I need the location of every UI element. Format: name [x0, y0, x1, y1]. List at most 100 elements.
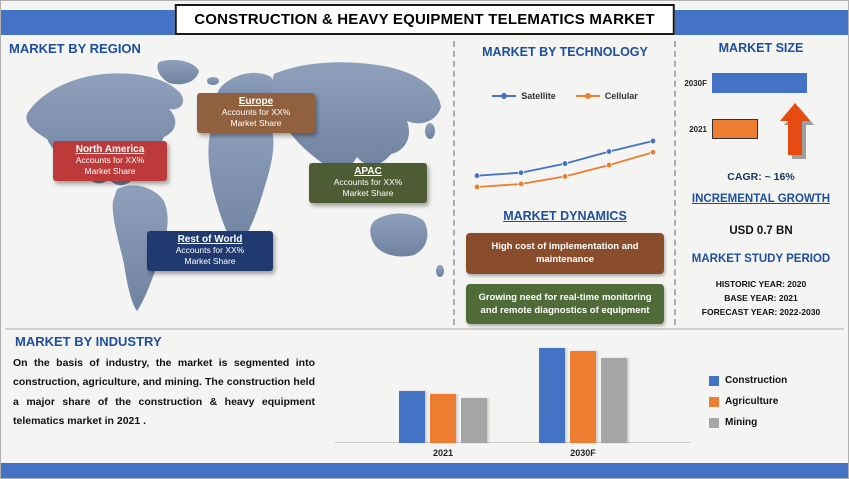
callout-text: Accounts for XX%: [175, 245, 245, 255]
vertical-divider-2: [674, 41, 676, 325]
continent-africa: [208, 116, 274, 251]
data-point: [649, 137, 657, 145]
base-year: BASE YEAR: 2021: [724, 293, 798, 303]
data-point: [561, 160, 569, 167]
continent-asia: [271, 62, 441, 172]
size-row-2021: 2021: [679, 119, 843, 139]
category-label: 2030F: [570, 448, 596, 458]
dynamics-box-cost: High cost of implementation and maintena…: [466, 233, 664, 274]
technology-legend: Satellite Cellular: [459, 91, 671, 101]
data-point: [517, 169, 525, 176]
legend-label: Construction: [725, 375, 788, 386]
page-title: CONSTRUCTION & HEAVY EQUIPMENT TELEMATIC…: [194, 11, 655, 28]
size-row-2030f: 2030F: [679, 73, 843, 93]
industry-heading: MARKET BY INDUSTRY: [15, 334, 162, 349]
study-period-lines: HISTORIC YEAR: 2020 BASE YEAR: 2021 FORE…: [679, 277, 843, 319]
dynamics-heading: MARKET DYNAMICS: [503, 209, 627, 223]
historic-year: HISTORIC YEAR: 2020: [715, 279, 807, 289]
legend-item-mining: Mining: [709, 417, 787, 428]
legend-swatch-icon: [709, 375, 719, 386]
legend-label: Cellular: [604, 91, 638, 101]
dynamics-box-monitoring: Growing need for real-time monitoring an…: [466, 283, 664, 325]
bar-mining-2030f: [601, 358, 627, 443]
bar-agriculture-2021: [430, 394, 456, 443]
callout-title: North America: [75, 144, 145, 155]
uk: [207, 77, 219, 85]
callout-europe: Europe Accounts for XX% Market Share: [197, 93, 315, 134]
satellite-line-marker-icon: [492, 93, 517, 99]
legend-label: Agriculture: [725, 396, 779, 407]
category-label: 2021: [432, 448, 454, 458]
callout-text: Accounts for XX%: [333, 177, 403, 187]
legend-item-construction: Construction: [709, 375, 787, 386]
bar-cluster: [539, 348, 627, 443]
bar-cluster: [399, 391, 487, 443]
legend-item-cellular: Cellular: [575, 91, 638, 101]
callout-text: Market Share: [84, 166, 136, 177]
callout-text: Market Share: [342, 188, 394, 199]
legend-item-satellite: Satellite: [492, 91, 556, 101]
year-label: 2021: [689, 124, 707, 134]
legend-label: Satellite: [521, 91, 556, 101]
industry-paragraph: On the basis of industry, the market is …: [13, 357, 315, 428]
line-series-cellular: [476, 151, 654, 188]
incremental-growth-value: USD 0.7 BN: [729, 225, 793, 237]
line-series-satellite: [476, 140, 654, 177]
callout-text: Market Share: [184, 256, 236, 267]
x-axis-line: [335, 442, 691, 443]
market-size-heading: MARKET SIZE: [718, 41, 804, 55]
callout-text: Accounts for XX%: [75, 155, 145, 165]
bottom-banner-strip: [1, 463, 848, 478]
data-point: [517, 180, 525, 188]
new-zealand: [436, 265, 444, 277]
callout-text: Accounts for XX%: [221, 107, 291, 117]
industry-legend: Construction Agriculture Mining: [709, 375, 787, 428]
incremental-growth-heading: INCREMENTAL GROWTH: [691, 193, 831, 205]
data-point: [605, 161, 613, 169]
cagr-label: CAGR: ~ 16%: [727, 171, 795, 183]
bar-group-2021: 2021: [399, 391, 487, 461]
page-title-box: CONSTRUCTION & HEAVY EQUIPMENT TELEMATIC…: [174, 4, 675, 35]
legend-swatch-icon: [709, 396, 719, 407]
callout-north-america: North America Accounts for XX% Market Sh…: [53, 141, 167, 182]
cellular-line-marker-icon: [575, 93, 600, 99]
callout-rest-of-world: Rest of World Accounts for XX% Market Sh…: [147, 231, 273, 272]
greenland: [157, 59, 199, 85]
data-point: [605, 148, 613, 155]
callout-text: Market Share: [230, 118, 282, 129]
section-market-size: MARKET SIZE 2030F 2021 CAGR: ~ 16% INCRE…: [679, 41, 843, 327]
data-point: [473, 183, 481, 191]
data-point: [473, 172, 481, 179]
bar-2021: [712, 119, 758, 139]
year-label: 2030F: [684, 78, 707, 88]
data-point: [561, 173, 569, 180]
technology-heading: MARKET BY TECHNOLOGY: [482, 45, 648, 59]
horizontal-divider: [5, 328, 844, 330]
continent-australia: [370, 213, 428, 257]
vertical-divider-1: [453, 41, 455, 325]
bar-construction-2021: [399, 391, 425, 443]
technology-line-chart: [473, 137, 657, 191]
callout-title: Europe: [238, 96, 274, 107]
section-market-by-region: MARKET BY REGION: [9, 41, 449, 327]
bar-construction-2030f: [539, 348, 565, 443]
data-point: [649, 149, 657, 156]
callout-title: APAC: [354, 166, 382, 177]
continent-south-america: [112, 185, 168, 311]
callout-apac: APAC Accounts for XX% Market Share: [309, 163, 427, 204]
callout-title: Rest of World: [177, 234, 243, 245]
legend-label: Mining: [725, 417, 758, 428]
legend-swatch-icon: [709, 417, 719, 428]
industry-bar-chart: 2021 2030F: [329, 337, 697, 461]
japan: [425, 123, 435, 139]
bar-group-2030f: 2030F: [539, 348, 627, 461]
bar-mining-2021: [461, 398, 487, 443]
bar-2030f: [712, 73, 807, 93]
region-heading: MARKET BY REGION: [9, 41, 141, 56]
legend-item-agriculture: Agriculture: [709, 396, 787, 407]
forecast-year: FORECAST YEAR: 2022-2030: [701, 307, 821, 317]
bar-agriculture-2030f: [570, 351, 596, 443]
market-size-bars: 2030F 2021: [679, 73, 843, 139]
section-market-by-technology: MARKET BY TECHNOLOGY Satellite Cellular …: [459, 41, 671, 327]
